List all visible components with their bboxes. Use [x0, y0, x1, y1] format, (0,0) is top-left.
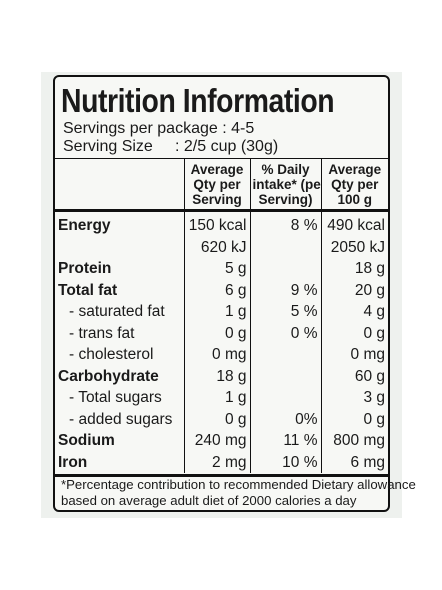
nutrition-table: Average Qty per Serving % Daily intake* …: [55, 158, 388, 473]
per-100g-value: 0 g: [320, 322, 388, 344]
daily-intake-value: 5 %: [249, 301, 321, 323]
per-serving-value: 1 g: [183, 301, 250, 323]
footnote-line: *Percentage contribution to recommended …: [61, 477, 416, 492]
header-per-100g-line: 100 g: [337, 191, 373, 207]
per-serving-value: 0 mg: [183, 344, 250, 366]
footnote-line: based on average adult diet of 2000 calo…: [61, 493, 357, 508]
nutrient-label: - added sugars: [69, 410, 173, 428]
per-serving-value: 0 g: [183, 322, 250, 344]
panel-title: Nutrition Information: [61, 82, 335, 119]
header-per-100g-line: Qty per: [331, 176, 379, 192]
per-serving-value: 0 g: [183, 408, 250, 430]
header-per-100g: Average Qty per 100 g: [320, 158, 388, 212]
nutrient-label: - cholesterol: [69, 346, 154, 363]
daily-intake-value: 0 %: [249, 322, 321, 344]
nutrient-label: - Total sugars: [69, 389, 162, 406]
header-daily-intake-line: Serving): [258, 191, 313, 207]
daily-intake-value: 9 %: [249, 279, 321, 301]
header-per-serving-line: Average: [190, 161, 244, 177]
per-serving-value: 620 kJ: [183, 236, 250, 258]
per-100g-value: 2050 kJ: [320, 236, 388, 258]
daily-intake-value: 8 %: [249, 210, 321, 237]
per-100g-value: 60 g: [320, 365, 388, 387]
per-serving-value: 6 g: [183, 279, 250, 301]
nutrient-label: Protein: [58, 260, 112, 277]
table-row: - Total sugars 1 g 3 g: [55, 387, 388, 409]
nutrient-label: Total fat: [58, 281, 118, 299]
header-per-serving: Average Qty per Serving: [183, 158, 250, 212]
header-per-100g-line: Average: [328, 161, 382, 177]
nutrient-label: Energy: [58, 217, 111, 234]
per-serving-value: 240 mg: [183, 430, 250, 452]
table-row: Energy 150 kcal 8 % 490 kcal: [55, 210, 388, 237]
per-100g-value: 800 mg: [320, 430, 388, 452]
table-row: - cholesterol 0 mg 0 mg: [55, 344, 388, 366]
table-row: Iron 2 mg 10 % 6 mg: [55, 451, 388, 473]
nutrition-panel: Nutrition Information Servings per packa…: [53, 75, 416, 512]
serving-size-label: Serving Size: [63, 138, 153, 155]
per-100g-value: 4 g: [320, 301, 388, 323]
per-100g-value: 18 g: [320, 258, 388, 280]
daily-intake-value: [249, 344, 321, 366]
nutrient-label: - saturated fat: [69, 303, 165, 320]
table-header-row: Average Qty per Serving % Daily intake* …: [55, 158, 388, 212]
header-per-serving-line: Qty per: [193, 176, 241, 192]
table-body: Energy 150 kcal 8 % 490 kcal 620 kJ 2050 kJ Pr…: [55, 210, 388, 473]
servings-per-package: Servings per package : 4-5: [63, 120, 255, 137]
footnote: *Percentage contribution to recommended …: [61, 477, 416, 509]
per-serving-value: 2 mg: [183, 451, 250, 473]
table-row: 620 kJ 2050 kJ: [55, 236, 388, 259]
header-blank: [55, 158, 184, 212]
table-row: Sodium 240 mg 11 % 800 mg: [55, 430, 388, 452]
per-100g-value: 0 mg: [320, 344, 388, 366]
nutrient-label: Iron: [58, 453, 88, 471]
per-100g-value: 6 mg: [320, 451, 388, 473]
nutrient-label: - trans fat: [69, 324, 135, 342]
header-daily-intake: % Daily intake* (per Serving): [249, 158, 322, 212]
per-serving-value: 5 g: [183, 258, 250, 280]
header-daily-intake-line: % Daily: [261, 161, 310, 177]
daily-intake-value: [249, 365, 321, 387]
table-row: - added sugars 0 g 0% 0 g: [55, 408, 388, 430]
header-per-serving-line: Serving: [192, 191, 242, 207]
table-row: Protein 5 g 18 g: [55, 258, 388, 280]
nutrient-label: Sodium: [58, 432, 115, 449]
daily-intake-value: [249, 258, 321, 280]
per-100g-value: 3 g: [320, 387, 388, 409]
header-daily-intake-line: intake* (per: [252, 176, 322, 192]
daily-intake-value: [249, 236, 321, 258]
per-100g-value: 20 g: [320, 279, 388, 301]
daily-intake-value: [249, 387, 321, 409]
per-serving-value: 18 g: [183, 365, 250, 387]
serving-size: Serving Size : 2/5 cup (30g): [63, 138, 278, 156]
per-serving-value: 150 kcal: [183, 210, 250, 237]
serving-size-value: : 2/5 cup (30g): [175, 138, 279, 155]
per-serving-value: 1 g: [183, 387, 250, 409]
nutrient-label: [55, 237, 184, 259]
table-row: Carbohydrate 18 g 60 g: [55, 365, 388, 387]
daily-intake-value: 0%: [249, 408, 321, 430]
per-100g-value: 0 g: [320, 408, 388, 430]
nutrient-label: Carbohydrate: [58, 367, 159, 385]
per-100g-value: 490 kcal: [320, 210, 388, 237]
footnote-divider: [55, 474, 388, 477]
daily-intake-value: 10 %: [249, 451, 321, 473]
daily-intake-value: 11 %: [249, 430, 321, 452]
